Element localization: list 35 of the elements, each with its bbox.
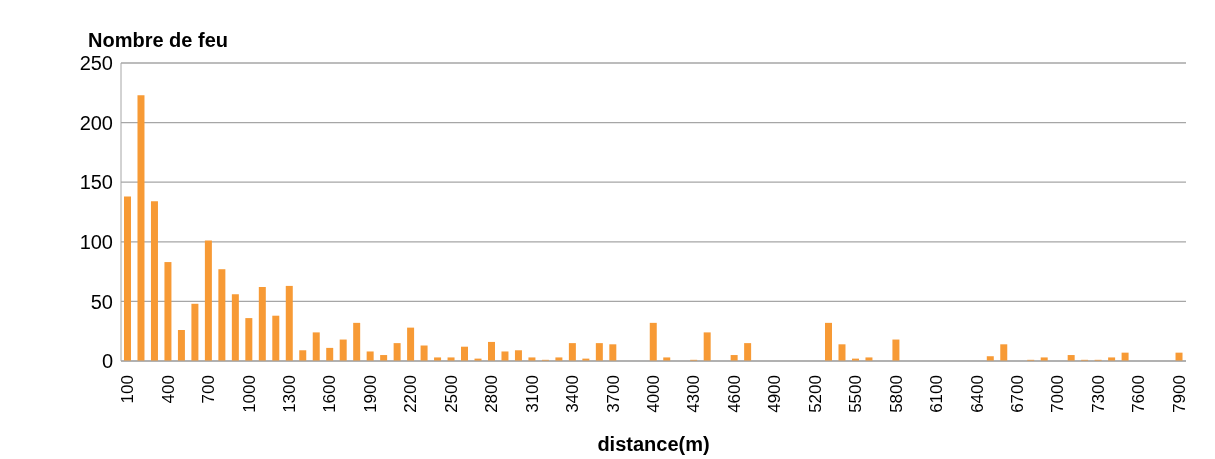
x-tick-label: 4900 (765, 375, 785, 413)
x-tick-label: 6700 (1007, 375, 1027, 413)
x-tick-label: 7000 (1048, 375, 1068, 413)
x-tick-label: 6400 (967, 375, 987, 413)
x-tick-label: 400 (158, 375, 178, 404)
x-tick-label: 3700 (603, 375, 623, 413)
x-tick-label: 4300 (684, 375, 704, 413)
x-tick-label: 4000 (644, 375, 663, 413)
x-tick-label: 1000 (239, 375, 259, 413)
x-tick-label: 6100 (927, 375, 947, 413)
y-tick-label: 200 (79, 111, 113, 134)
x-tick-label: 700 (199, 375, 219, 404)
y-tick-label: 0 (101, 350, 113, 373)
y-tick-label: 250 (79, 52, 113, 75)
x-tick-label: 2500 (441, 375, 461, 413)
x-tick-label: 7300 (1088, 375, 1108, 413)
y-tick-label: 50 (90, 290, 113, 313)
x-tick-label: 5500 (846, 375, 866, 413)
x-tick-label: 7600 (1129, 375, 1149, 413)
x-tick-label: 3100 (522, 375, 542, 413)
x-tick-label: 5800 (886, 375, 906, 413)
x-tick-label: 1900 (360, 375, 380, 413)
y-tick-label: 100 (79, 230, 113, 253)
x-tick-label: 2800 (482, 375, 502, 413)
x-tick-label: 5200 (805, 375, 825, 413)
y-axis-title: Nombre de feu (88, 29, 229, 51)
x-tick-label: 4600 (724, 375, 744, 413)
y-tick-label: 150 (79, 171, 113, 194)
x-tick-label: 100 (118, 375, 138, 404)
x-tick-label: 2200 (401, 375, 421, 413)
x-tick-label: 7900 (1169, 375, 1189, 413)
x-tick-label: 1600 (320, 375, 340, 413)
x-axis-title: distance(m) (597, 433, 710, 455)
x-tick-label: 3400 (563, 375, 583, 413)
x-tick-label: 1300 (280, 375, 300, 413)
